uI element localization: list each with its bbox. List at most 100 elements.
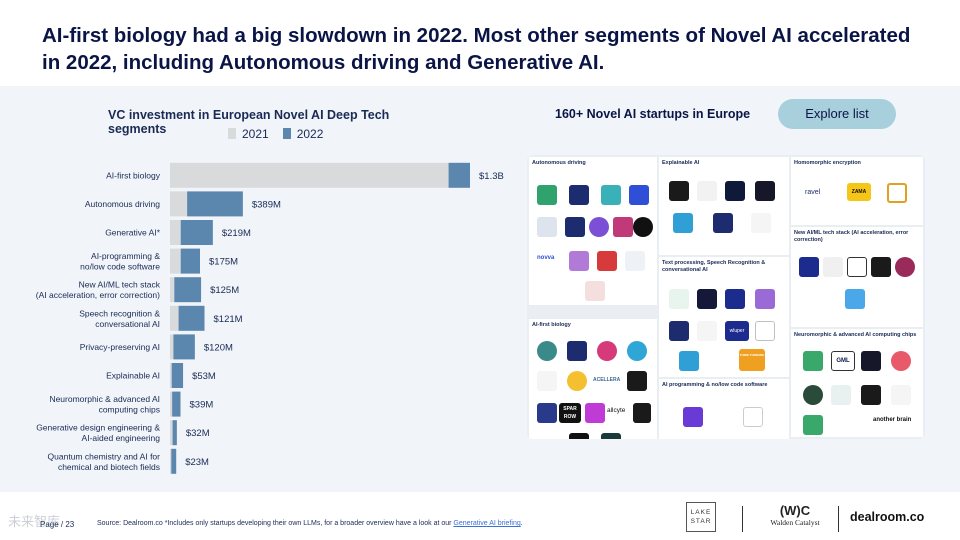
startup-logo[interactable] bbox=[597, 341, 617, 361]
divider bbox=[838, 506, 839, 532]
startup-logo[interactable] bbox=[861, 351, 881, 371]
startup-logo[interactable] bbox=[669, 289, 689, 309]
startup-logo[interactable] bbox=[755, 321, 775, 341]
startup-logo[interactable] bbox=[585, 281, 605, 301]
startup-logo[interactable] bbox=[683, 407, 703, 427]
bar-2022 bbox=[180, 220, 213, 245]
startup-logo[interactable] bbox=[831, 385, 851, 405]
startup-logo[interactable] bbox=[861, 385, 881, 405]
startup-logo[interactable] bbox=[847, 257, 867, 277]
startup-logo[interactable] bbox=[565, 217, 585, 237]
explore-list-button[interactable]: Explore list bbox=[778, 99, 896, 129]
startup-logo[interactable] bbox=[823, 257, 843, 277]
startup-logo[interactable] bbox=[627, 341, 647, 361]
startup-logo[interactable] bbox=[895, 257, 915, 277]
startup-logo[interactable] bbox=[725, 289, 745, 309]
legend-2021: 2021 bbox=[228, 127, 269, 141]
startup-logo[interactable] bbox=[537, 403, 557, 423]
startup-logo[interactable] bbox=[845, 289, 865, 309]
segment-title: Homomorphic encryption bbox=[794, 160, 861, 166]
startup-logo[interactable] bbox=[679, 351, 699, 371]
startup-logo[interactable] bbox=[755, 289, 775, 309]
startup-logo-zama[interactable]: ZAMA bbox=[847, 183, 871, 201]
segment-title: AI-first biology bbox=[532, 322, 571, 328]
startup-logo[interactable] bbox=[891, 385, 911, 405]
startup-logo[interactable] bbox=[585, 403, 605, 423]
bar-2021 bbox=[170, 277, 175, 303]
startup-logo-gml[interactable]: GML bbox=[831, 351, 855, 371]
startup-logo[interactable] bbox=[887, 183, 907, 203]
startup-logo-wluper[interactable]: wluper bbox=[725, 321, 749, 341]
startup-logo[interactable] bbox=[537, 371, 557, 391]
data-label: $175M bbox=[209, 257, 238, 268]
category-label: Explainable AI bbox=[106, 371, 160, 381]
startup-logo[interactable] bbox=[537, 217, 557, 237]
startup-logo[interactable] bbox=[601, 433, 621, 439]
startup-logo[interactable] bbox=[569, 185, 589, 205]
startup-logo[interactable] bbox=[601, 185, 621, 205]
startup-logo[interactable] bbox=[799, 257, 819, 277]
startup-logo[interactable] bbox=[627, 371, 647, 391]
startup-logo[interactable] bbox=[669, 181, 689, 201]
data-label: $219M bbox=[222, 228, 251, 239]
bar-2021 bbox=[170, 248, 181, 274]
startup-logo-grid[interactable]: Autonomous driving novva Explainable AI … bbox=[527, 155, 925, 439]
watermark: 未来智库 bbox=[8, 514, 61, 529]
startup-logo-ravel[interactable]: ravel bbox=[805, 189, 821, 196]
startup-logo[interactable] bbox=[673, 213, 693, 233]
startup-logo[interactable] bbox=[613, 217, 633, 237]
startup-logo[interactable] bbox=[567, 341, 587, 361]
bar-2021 bbox=[170, 162, 449, 188]
startup-logo-acellera[interactable]: ACELLERA bbox=[593, 377, 621, 383]
divider bbox=[742, 506, 743, 532]
startup-logo[interactable] bbox=[803, 385, 823, 405]
generative-ai-briefing-link[interactable]: Generative AI briefing bbox=[453, 520, 521, 527]
startup-logo[interactable] bbox=[625, 251, 645, 271]
bar-2021 bbox=[170, 334, 174, 360]
segment-title: AI programming & no/low code software bbox=[662, 382, 768, 388]
startup-logo[interactable] bbox=[597, 251, 617, 271]
startup-logo[interactable] bbox=[537, 185, 557, 205]
startup-logo[interactable] bbox=[755, 181, 775, 201]
data-label: $125M bbox=[210, 285, 239, 296]
bar-2021 bbox=[170, 420, 173, 446]
startup-logo[interactable] bbox=[629, 185, 649, 205]
startup-logo[interactable] bbox=[743, 407, 763, 427]
category-label: conversational AI bbox=[95, 319, 160, 329]
category-label: Quantum chemistry and AI for bbox=[48, 451, 161, 461]
startup-logo[interactable] bbox=[697, 289, 717, 309]
bar-2021 bbox=[170, 391, 173, 417]
startup-logo[interactable] bbox=[569, 433, 589, 439]
startup-logo-anotherbrain[interactable]: another brain bbox=[873, 417, 912, 423]
bar-2021 bbox=[170, 191, 188, 217]
data-label: $121M bbox=[214, 314, 243, 325]
startup-logo-novva[interactable]: novva bbox=[537, 255, 555, 261]
startup-logo[interactable] bbox=[803, 415, 823, 435]
data-label: $32M bbox=[186, 428, 210, 439]
startup-logo[interactable] bbox=[569, 251, 589, 271]
startup-logo[interactable] bbox=[633, 403, 651, 423]
startup-logo[interactable] bbox=[669, 321, 689, 341]
startup-logo[interactable] bbox=[803, 351, 823, 371]
data-label: $39M bbox=[190, 400, 214, 411]
startup-logo[interactable] bbox=[725, 181, 745, 201]
category-label: Privacy-preserving AI bbox=[80, 342, 160, 352]
startup-logo[interactable] bbox=[713, 213, 733, 233]
startup-logo[interactable] bbox=[751, 213, 771, 233]
startup-logo[interactable] bbox=[871, 257, 891, 277]
startup-logo[interactable] bbox=[891, 351, 911, 371]
startup-logo[interactable] bbox=[697, 321, 717, 341]
startup-logo[interactable] bbox=[589, 217, 609, 237]
segment-explainable: Explainable AI bbox=[659, 157, 789, 255]
startup-logo[interactable] bbox=[633, 217, 653, 237]
startup-logo[interactable] bbox=[537, 341, 557, 361]
startup-logo-think[interactable]: THINK THINKING bbox=[739, 349, 765, 371]
startup-logo[interactable] bbox=[697, 181, 717, 201]
startup-logo-allcyte[interactable]: allcyte bbox=[607, 407, 626, 414]
segment-title: Neuromorphic & advanced AI computing chi… bbox=[794, 332, 917, 338]
startup-logo[interactable] bbox=[567, 371, 587, 391]
bar-2021 bbox=[170, 305, 179, 331]
segment-textproc: Text processing, Speech Recognition & co… bbox=[659, 257, 789, 377]
segment-title: Explainable AI bbox=[662, 160, 700, 166]
startup-logo-sparrow[interactable]: SPAR ROW bbox=[559, 403, 581, 423]
